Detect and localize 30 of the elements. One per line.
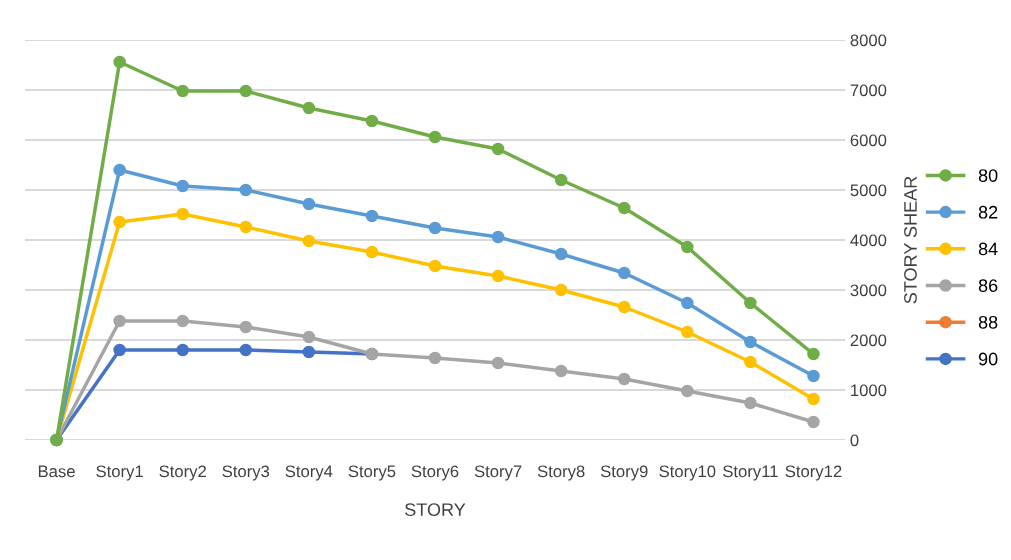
x-tick-label: Story1 xyxy=(96,465,143,481)
x-tick-label: Story5 xyxy=(348,465,396,481)
legend-label: 84 xyxy=(978,242,998,256)
y-tick-label: 8000 xyxy=(850,34,887,47)
x-axis-title: STORY xyxy=(405,503,466,517)
legend-label: 86 xyxy=(978,279,998,292)
x-tick-label: Story8 xyxy=(537,465,585,481)
y-tick-label: 6000 xyxy=(850,134,887,147)
x-tick-label: Story7 xyxy=(474,465,522,481)
y-tick-label: 1000 xyxy=(851,384,887,397)
legend-label: 88 xyxy=(978,315,998,329)
x-tick-label: Story12 xyxy=(785,465,842,481)
y-tick-label: 2000 xyxy=(850,334,887,347)
x-tick-label: Story9 xyxy=(600,465,648,481)
y-tick-label: 4000 xyxy=(850,234,887,247)
y-tick-label: 0 xyxy=(850,434,859,447)
x-tick-label: Base xyxy=(38,465,75,478)
legend-label: 80 xyxy=(978,169,998,182)
y-tick-label: 5000 xyxy=(850,184,887,197)
y-axis-title: STORY SHEAR xyxy=(904,176,917,304)
x-tick-label: Story4 xyxy=(285,465,333,481)
x-tick-label: Story6 xyxy=(411,465,459,481)
y-tick-label: 3000 xyxy=(850,284,887,297)
x-tick-label: Story11 xyxy=(723,465,778,481)
legend-label: 82 xyxy=(978,205,998,219)
legend-label: 90 xyxy=(978,352,998,366)
y-tick-label: 7000 xyxy=(850,84,887,97)
x-tick-label: Story10 xyxy=(659,465,716,481)
x-tick-label: Story3 xyxy=(222,465,270,481)
x-tick-label: Story2 xyxy=(159,465,206,481)
